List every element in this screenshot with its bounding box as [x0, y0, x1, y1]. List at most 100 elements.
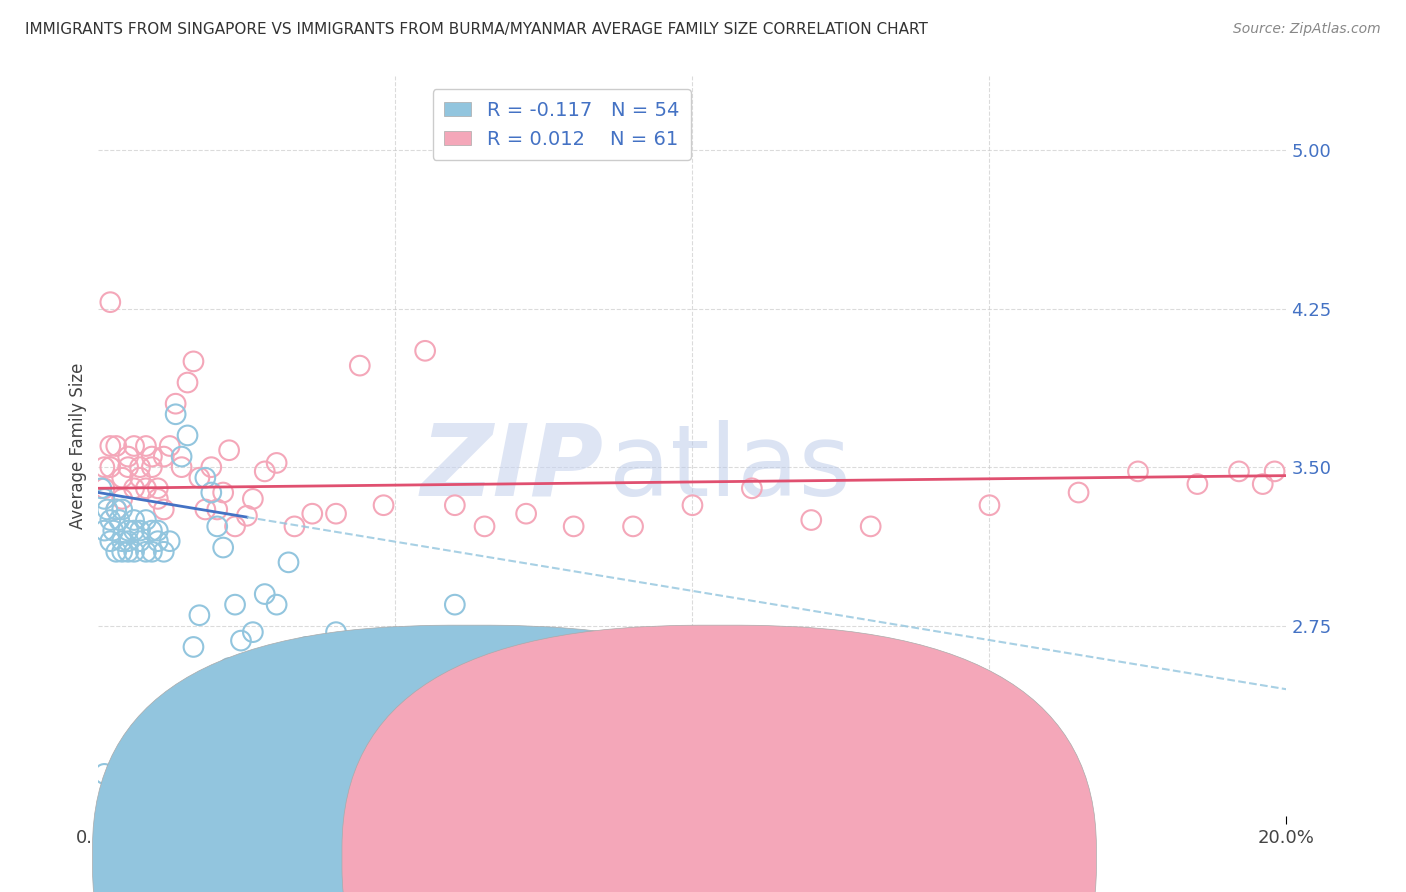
- Text: IMMIGRANTS FROM SINGAPORE VS IMMIGRANTS FROM BURMA/MYANMAR AVERAGE FAMILY SIZE C: IMMIGRANTS FROM SINGAPORE VS IMMIGRANTS …: [25, 22, 928, 37]
- Text: Immigrants from Singapore: Immigrants from Singapore: [501, 848, 728, 866]
- Point: [621, 519, 644, 533]
- Point: [253, 587, 276, 601]
- Point: [135, 513, 157, 527]
- Point: [117, 545, 139, 559]
- Point: [194, 502, 217, 516]
- Point: [141, 545, 163, 559]
- Point: [373, 498, 395, 512]
- Point: [301, 507, 323, 521]
- Point: [146, 491, 169, 506]
- Point: [474, 519, 496, 533]
- Point: [165, 397, 187, 411]
- Point: [224, 519, 246, 533]
- Point: [1227, 464, 1250, 478]
- Point: [253, 464, 276, 478]
- Point: [98, 295, 121, 310]
- Point: [96, 502, 118, 516]
- Point: [117, 534, 139, 549]
- Point: [129, 471, 152, 485]
- Point: [681, 498, 703, 512]
- Point: [108, 513, 131, 527]
- Point: [205, 519, 228, 533]
- Point: [105, 439, 128, 453]
- Point: [117, 450, 139, 464]
- Point: [325, 625, 347, 640]
- Point: [170, 460, 193, 475]
- Point: [90, 481, 112, 495]
- Point: [129, 534, 152, 549]
- Point: [129, 460, 152, 475]
- Point: [515, 507, 537, 521]
- Point: [93, 481, 115, 495]
- Point: [98, 439, 121, 453]
- Point: [1251, 477, 1274, 491]
- Point: [135, 545, 157, 559]
- Point: [152, 450, 174, 464]
- Point: [277, 555, 299, 569]
- Point: [800, 682, 823, 697]
- Point: [122, 524, 145, 538]
- Point: [224, 598, 246, 612]
- Point: [129, 524, 152, 538]
- Point: [135, 481, 157, 495]
- Point: [105, 545, 128, 559]
- Point: [93, 460, 115, 475]
- Point: [93, 767, 115, 781]
- Point: [218, 661, 240, 675]
- Point: [562, 519, 585, 533]
- Point: [183, 354, 205, 368]
- Point: [105, 502, 128, 516]
- Y-axis label: Average Family Size: Average Family Size: [69, 363, 87, 529]
- Point: [212, 485, 235, 500]
- FancyBboxPatch shape: [93, 625, 846, 892]
- Point: [98, 513, 121, 527]
- Point: [165, 407, 187, 421]
- Point: [283, 519, 305, 533]
- Point: [122, 439, 145, 453]
- Point: [859, 519, 882, 533]
- Point: [159, 439, 181, 453]
- Point: [117, 524, 139, 538]
- Point: [183, 640, 205, 654]
- Point: [103, 524, 125, 538]
- Point: [111, 491, 134, 506]
- Legend: R = -0.117   N = 54, R = 0.012    N = 61: R = -0.117 N = 54, R = 0.012 N = 61: [433, 89, 690, 161]
- Point: [354, 633, 377, 648]
- Point: [93, 524, 115, 538]
- Point: [111, 471, 134, 485]
- Point: [105, 502, 128, 516]
- Text: Source: ZipAtlas.com: Source: ZipAtlas.com: [1233, 22, 1381, 37]
- Point: [443, 498, 465, 512]
- Point: [325, 507, 347, 521]
- Point: [111, 502, 134, 516]
- Point: [1187, 477, 1209, 491]
- Text: ZIP: ZIP: [420, 420, 603, 516]
- Point: [413, 343, 436, 358]
- Point: [141, 460, 163, 475]
- Point: [194, 471, 217, 485]
- Point: [146, 481, 169, 495]
- Point: [176, 376, 198, 390]
- Point: [135, 439, 157, 453]
- Point: [979, 498, 1001, 512]
- Point: [200, 485, 222, 500]
- Point: [1067, 485, 1090, 500]
- Point: [200, 460, 222, 475]
- Point: [141, 524, 163, 538]
- Point: [188, 608, 211, 623]
- Text: Immigrants from Burma/Myanmar: Immigrants from Burma/Myanmar: [749, 848, 1032, 866]
- Point: [266, 598, 288, 612]
- Point: [146, 524, 169, 538]
- Point: [242, 491, 264, 506]
- Point: [146, 534, 169, 549]
- Point: [98, 534, 121, 549]
- Point: [152, 502, 174, 516]
- Point: [170, 450, 193, 464]
- Point: [349, 359, 371, 373]
- Point: [122, 545, 145, 559]
- Point: [111, 534, 134, 549]
- Point: [229, 633, 252, 648]
- FancyBboxPatch shape: [342, 625, 1097, 892]
- Point: [188, 471, 211, 485]
- Point: [384, 650, 406, 665]
